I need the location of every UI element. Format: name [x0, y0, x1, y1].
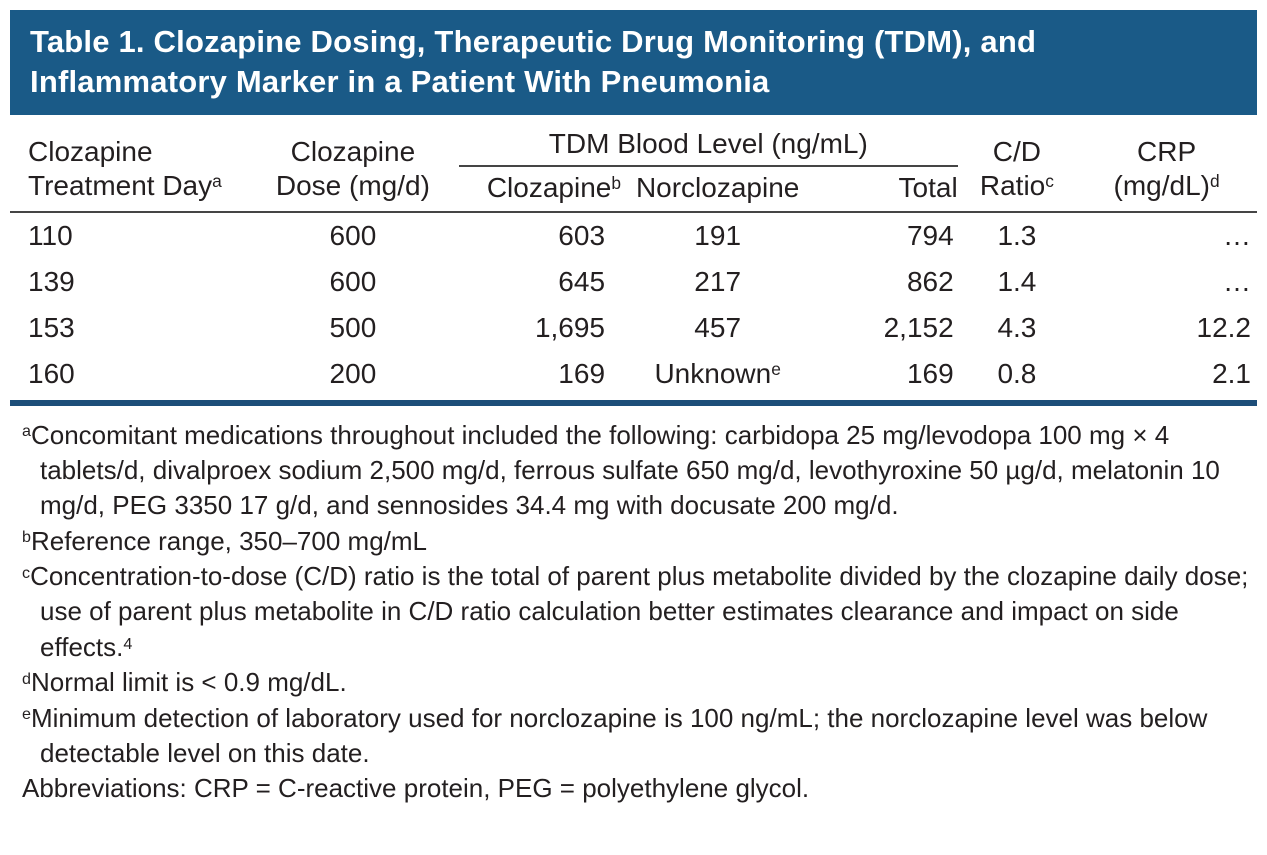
header-line-2: Dose (mg/d) — [275, 170, 430, 201]
cell-treatment-day: 139 — [28, 265, 75, 297]
cell-clozapine-level: 645 — [558, 265, 606, 297]
column-header-crp: CRP (mg/dL)d — [1076, 127, 1257, 213]
cell-total-level: 862 — [906, 265, 954, 297]
data-table: Clozapine Treatment Daya Clozapine Dose … — [10, 127, 1257, 406]
column-header-norclozapine-level: Norclozapine — [621, 165, 815, 213]
cell-crp: 2.1 — [1076, 350, 1257, 406]
cell-text: 217 — [694, 265, 742, 297]
cell-cd-ratio: 1.3 — [997, 219, 1037, 251]
cell-crp: … — [1223, 265, 1251, 297]
table-figure: Table 1. Clozapine Dosing, Therapeutic D… — [10, 10, 1257, 807]
cell-text: Unknown — [654, 357, 772, 389]
column-header-cd-ratio: C/D Ratioc — [957, 127, 1077, 213]
cell-cd-ratio: 4.3 — [997, 311, 1037, 343]
column-header-treatment-day: Clozapine Treatment Daya — [10, 127, 247, 213]
footnote-marker-a: a — [212, 171, 222, 192]
footnote-marker-e: e — [771, 358, 781, 379]
cell-clozapine-level: 603 — [558, 219, 606, 251]
cell-dose: 600 — [329, 219, 377, 251]
footnote-text: Concomitant medications throughout inclu… — [30, 419, 1220, 521]
table-row: 139 600 645 217 862 1.4 … — [10, 259, 1257, 305]
footnote-d: dNormal limit is < 0.9 mg/dL. — [22, 665, 1255, 700]
footnote-c: cConcentration-to-dose (C/D) ratio is th… — [22, 559, 1255, 665]
column-header-clozapine-level: Clozapineb — [458, 165, 622, 213]
cell-total-level: 2,152 — [883, 311, 954, 343]
cell-total-level: 169 — [814, 350, 958, 406]
column-header-total-level: Total — [814, 165, 958, 213]
header-line-1: CRP — [1137, 135, 1197, 167]
table-title-bar: Table 1. Clozapine Dosing, Therapeutic D… — [10, 10, 1257, 116]
cell-total-level: 794 — [906, 219, 954, 251]
footnote-text: Abbreviations: CRP = C-reactive protein,… — [22, 773, 810, 804]
cell-cd-ratio: 0.8 — [957, 350, 1077, 406]
header-row-group: Clozapine Treatment Daya Clozapine Dose … — [10, 127, 1257, 213]
cell-clozapine-level: 1,695 — [534, 311, 606, 343]
footnote-a: aConcomitant medications throughout incl… — [22, 418, 1255, 524]
header-text: Ratio — [979, 170, 1046, 201]
header-row-sub: Clozapineb Norclozapine Total — [10, 165, 1257, 213]
footnote-text: Reference range, 350–700 mg/mL — [30, 525, 427, 556]
cell-treatment-day: 160 — [10, 350, 247, 406]
footnote-marker: e — [22, 705, 31, 724]
cell-dose: 600 — [329, 265, 377, 297]
table-body: 110 600 603 191 794 1.3 … 139 600 645 21… — [10, 212, 1257, 406]
footnote-marker: b — [22, 528, 31, 547]
footnote-marker-b: b — [611, 172, 622, 193]
cell-norclozapine-level: Unknowne — [621, 350, 815, 406]
cell-treatment-day: 110 — [28, 219, 73, 251]
header-line-2: (mg/dL)d — [1114, 170, 1220, 201]
table-title: Table 1. Clozapine Dosing, Therapeutic D… — [30, 24, 1037, 99]
cell-dose: 200 — [246, 350, 459, 406]
cell-norclozapine-level: 457 — [621, 305, 814, 351]
table-row: 160 200 169 Unknowne 169 0.8 2.1 — [10, 350, 1257, 406]
footnote-marker: c — [22, 563, 31, 582]
cell-crp: 12.2 — [1196, 311, 1252, 343]
header-text: Total — [898, 171, 958, 203]
table-row: 153 500 1,695 457 2,152 4.3 12.2 — [10, 305, 1257, 351]
table-row: 110 600 603 191 794 1.3 … — [10, 212, 1257, 259]
abbreviations-line: Abbreviations: CRP = C-reactive protein,… — [22, 771, 1255, 806]
header-text: Norclozapine — [635, 171, 800, 203]
footnote-text: Normal limit is < 0.9 mg/dL. — [30, 667, 347, 698]
footnote-text: Concentration-to-dose (C/D) ratio is the… — [30, 561, 1249, 662]
group-header-text: TDM Blood Level (ng/mL) — [548, 128, 868, 160]
footnotes-section: aConcomitant medications throughout incl… — [22, 418, 1255, 807]
column-group-tdm-blood-level: TDM Blood Level (ng/mL) — [458, 127, 958, 167]
footnote-marker: d — [22, 669, 31, 688]
header-text: (mg/dL) — [1113, 170, 1210, 201]
cell-norclozapine-level: 217 — [621, 259, 814, 305]
header-text: Treatment Day — [28, 170, 213, 201]
footnote-marker-d: d — [1209, 171, 1220, 192]
footnote-e: eMinimum detection of laboratory used fo… — [22, 701, 1255, 772]
header-line-2: Treatment Daya — [28, 170, 222, 201]
cell-treatment-day: 153 — [28, 311, 75, 343]
header-line-1: C/D — [992, 135, 1042, 167]
cell-text: 457 — [694, 311, 742, 343]
footnote-marker-c: c — [1045, 171, 1054, 192]
header-line-1: Clozapine — [28, 135, 153, 167]
header-line-2: Ratioc — [980, 170, 1054, 201]
table-header: Clozapine Treatment Daya Clozapine Dose … — [10, 127, 1257, 213]
cell-cd-ratio: 1.4 — [997, 265, 1037, 297]
cell-clozapine-level: 169 — [458, 350, 622, 406]
footnote-marker: a — [22, 422, 31, 441]
cell-crp: … — [1223, 219, 1251, 251]
cell-text: 191 — [694, 219, 742, 251]
cell-dose: 500 — [329, 311, 377, 343]
header-line-1: Clozapine — [290, 135, 416, 167]
citation-marker: 4 — [123, 634, 133, 653]
column-header-dose: Clozapine Dose (mg/d) — [246, 127, 459, 213]
footnote-b: bReference range, 350–700 mg/mL — [22, 524, 1255, 559]
cell-norclozapine-level: 191 — [621, 212, 814, 259]
header-text: Clozapine — [486, 171, 612, 203]
footnote-text: Minimum detection of laboratory used for… — [30, 702, 1208, 768]
